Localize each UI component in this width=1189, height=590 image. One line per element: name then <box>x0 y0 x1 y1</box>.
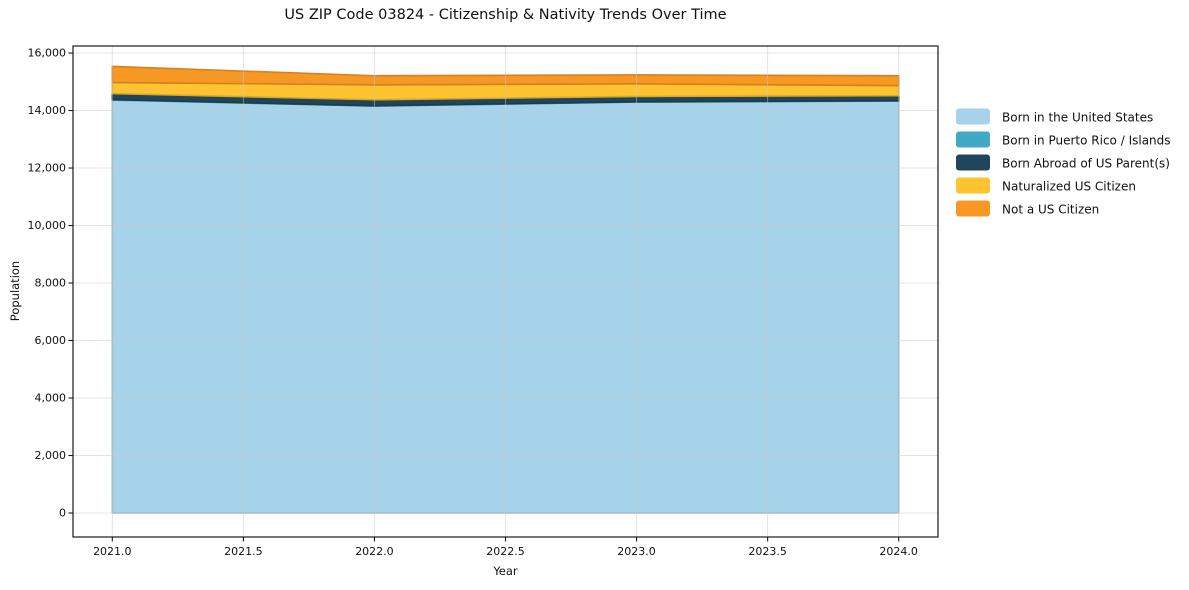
y-tick-label: 14,000 <box>28 104 67 117</box>
x-tick-label: 2021.5 <box>224 545 263 558</box>
legend-label-born-in-puerto-rico-islands: Born in Puerto Rico / Islands <box>1002 134 1171 148</box>
legend-label-naturalized-us-citizen: Naturalized US Citizen <box>1002 180 1136 194</box>
y-tick-label: 6,000 <box>35 334 67 347</box>
chart-title: US ZIP Code 03824 - Citizenship & Nativi… <box>284 7 727 23</box>
y-axis-label: Population <box>8 260 22 322</box>
legend-item: Naturalized US Citizen <box>956 177 1136 194</box>
y-tick-label: 12,000 <box>28 162 67 175</box>
legend-item: Born Abroad of US Parent(s) <box>956 154 1170 171</box>
y-tick-label: 8,000 <box>35 277 67 290</box>
x-tick-label: 2024.0 <box>879 545 918 558</box>
x-tick-label: 2022.0 <box>355 545 394 558</box>
x-tick-label: 2023.0 <box>617 545 656 558</box>
y-tick-label: 10,000 <box>28 219 67 232</box>
y-tick-label: 2,000 <box>35 449 67 462</box>
legend-item: Born in the United States <box>956 108 1153 125</box>
legend-swatch-born-in-puerto-rico-islands <box>956 131 990 148</box>
x-tick-label: 2021.0 <box>93 545 132 558</box>
y-tick-label: 0 <box>59 506 66 519</box>
x-axis-label: Year <box>493 564 518 578</box>
legend-swatch-not-a-us-citizen <box>956 200 990 217</box>
legend-label-born-abroad-of-us-parent-s: Born Abroad of US Parent(s) <box>1002 157 1170 171</box>
legend-swatch-born-abroad-of-us-parent-s <box>956 154 990 171</box>
x-tick-label: 2022.5 <box>486 545 525 558</box>
legend-label-born-in-the-united-states: Born in the United States <box>1002 111 1153 125</box>
y-tick-label: 4,000 <box>35 392 67 405</box>
y-tick-label: 16,000 <box>28 47 67 60</box>
legend-swatch-born-in-the-united-states <box>956 108 990 125</box>
legend-item: Born in Puerto Rico / Islands <box>956 131 1171 148</box>
legend-item: Not a US Citizen <box>956 200 1099 217</box>
legend-label-not-a-us-citizen: Not a US Citizen <box>1002 203 1099 217</box>
x-tick-label: 2023.5 <box>748 545 787 558</box>
legend-swatch-naturalized-us-citizen <box>956 177 990 194</box>
